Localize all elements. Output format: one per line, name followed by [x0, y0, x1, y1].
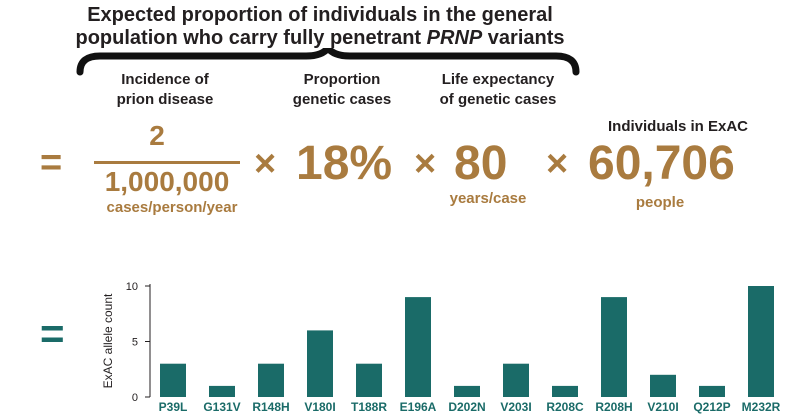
title-line-2: population who carry fully penetrant PRN…	[40, 27, 600, 50]
fraction-bar	[94, 161, 240, 164]
category-label-q212p: Q212P	[693, 400, 730, 414]
category-label-e196a: E196A	[400, 400, 437, 414]
term3-label: Life expectancy of genetic cases	[439, 71, 557, 108]
bar-r208c	[552, 385, 578, 397]
curly-brace	[76, 48, 580, 76]
bar-q212p	[699, 385, 725, 397]
category-label-v203i: V203I	[500, 400, 531, 414]
category-label-t188r: T188R	[351, 400, 387, 414]
category-label-r148h: R148H	[252, 400, 289, 414]
bar-v210i	[650, 374, 676, 397]
category-label-r208h: R208H	[595, 400, 632, 414]
bar-r148h	[258, 363, 284, 397]
times-sign-3: ×	[546, 143, 569, 185]
y-tick-label: 5	[132, 337, 138, 349]
incidence-denominator: 1,000,000	[104, 166, 230, 197]
category-label-v210i: V210I	[647, 400, 678, 414]
bar-r208h	[601, 297, 627, 397]
title-gene-name: PRNP	[426, 27, 483, 49]
category-label-r208c: R208C	[546, 400, 584, 414]
title-line-2-pre: population who carry fully penetrant	[75, 27, 427, 49]
bar-d202n	[454, 385, 480, 397]
term2-label: Proportion genetic cases	[292, 71, 392, 108]
incidence-unit: cases/person/year	[106, 199, 238, 216]
term1-label: Incidence of prion disease	[116, 71, 214, 108]
proportion-genetic-value: 18%	[296, 137, 393, 190]
y-tick-label: 10	[126, 281, 138, 293]
times-sign-1: ×	[254, 143, 277, 185]
category-label-v180i: V180I	[304, 400, 335, 414]
title-line-2-post: variants	[482, 27, 565, 49]
times-sign-2: ×	[414, 143, 437, 185]
y-axis-label: ExAC allele count	[101, 293, 115, 388]
figure-title: Expected proportion of individuals in th…	[40, 4, 600, 50]
term4-label: Individuals in ExAC	[607, 118, 749, 135]
bar-t188r	[356, 363, 382, 397]
equals-sign-bottom: =	[40, 310, 65, 357]
life-expectancy-unit: years/case	[449, 190, 527, 207]
bar-m232r	[748, 286, 774, 397]
category-label-p39l: P39L	[159, 400, 188, 414]
bar-g131v	[209, 385, 235, 397]
bar-v180i	[307, 330, 333, 397]
exac-individuals-value: 60,706	[588, 137, 735, 190]
equals-sign-top: =	[40, 142, 63, 184]
life-expectancy-value: 80	[454, 137, 508, 190]
bar-e196a	[405, 297, 431, 397]
incidence-numerator: 2	[149, 120, 165, 151]
y-tick-label: 0	[132, 392, 138, 404]
bar-v203i	[503, 363, 529, 397]
category-label-d202n: D202N	[448, 400, 485, 414]
category-label-g131v: G131V	[203, 400, 240, 414]
bar-p39l	[160, 363, 186, 397]
exac-individuals-unit: people	[635, 194, 685, 211]
title-line-1: Expected proportion of individuals in th…	[87, 4, 553, 26]
category-label-m232r: M232R	[742, 400, 781, 414]
